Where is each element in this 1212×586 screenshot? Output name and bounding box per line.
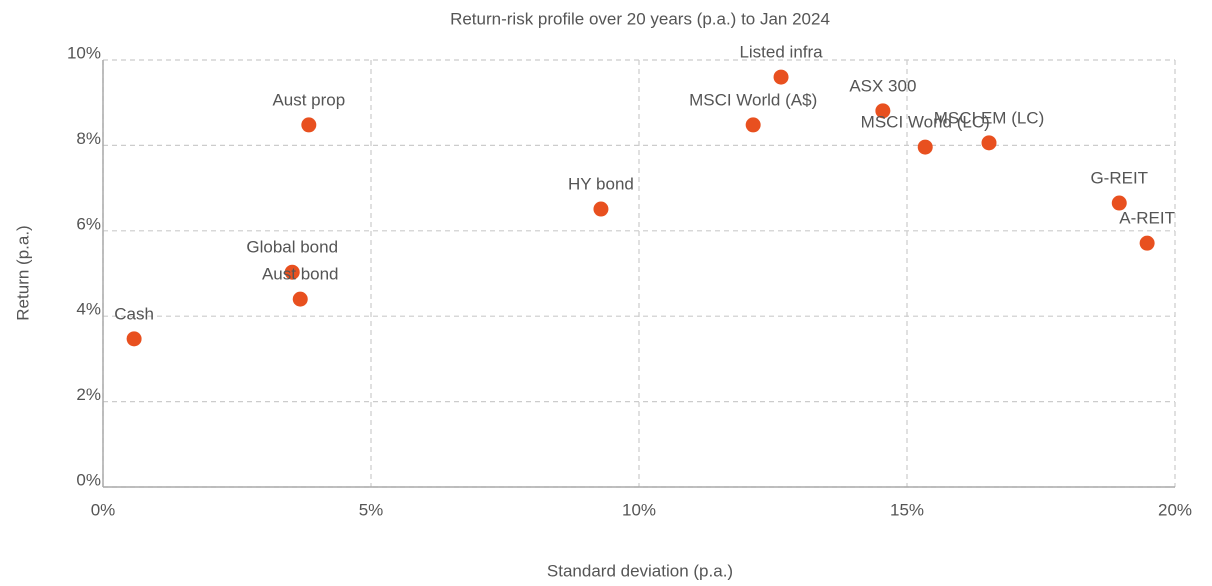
point-label: MSCI World (A$): [689, 90, 817, 109]
point: [773, 69, 789, 85]
x-tick-label: 10%: [622, 500, 656, 519]
point-label: ASX 300: [849, 76, 916, 95]
point: [126, 331, 142, 347]
point-label: Global bond: [246, 238, 338, 257]
point-label: MSCI World (LC): [861, 113, 990, 132]
point-label: A-REIT: [1119, 209, 1175, 228]
point: [917, 139, 933, 155]
y-tick-label: 10%: [67, 43, 101, 62]
point-label: G-REIT: [1090, 169, 1148, 188]
x-axis-title: Standard deviation (p.a.): [547, 561, 733, 580]
point-label: Cash: [114, 304, 154, 323]
point-label: HY bond: [568, 175, 634, 194]
point: [981, 135, 997, 151]
point: [593, 201, 609, 217]
y-axis-title: Return (p.a.): [13, 225, 32, 320]
x-tick-label: 20%: [1158, 500, 1192, 519]
point: [284, 264, 300, 280]
point-label: Aust prop: [272, 90, 345, 109]
point-label: MSCI EM (LC): [934, 108, 1045, 127]
y-tick-label: 2%: [76, 385, 101, 404]
y-tick-label: 0%: [76, 470, 101, 489]
point: [875, 103, 891, 119]
point: [292, 291, 308, 307]
y-tick-label: 6%: [76, 214, 101, 233]
y-tick-label: 8%: [76, 129, 101, 148]
point-label: Listed infra: [739, 43, 823, 62]
x-tick-label: 15%: [890, 500, 924, 519]
point: [301, 117, 317, 133]
y-tick-label: 4%: [76, 300, 101, 319]
chart-title: Return-risk profile over 20 years (p.a.)…: [450, 9, 830, 28]
point: [745, 117, 761, 133]
x-tick-label: 5%: [359, 500, 384, 519]
point: [1111, 195, 1127, 211]
point: [1139, 235, 1155, 251]
point-label: Aust bond: [262, 265, 339, 284]
x-tick-label: 0%: [91, 500, 116, 519]
